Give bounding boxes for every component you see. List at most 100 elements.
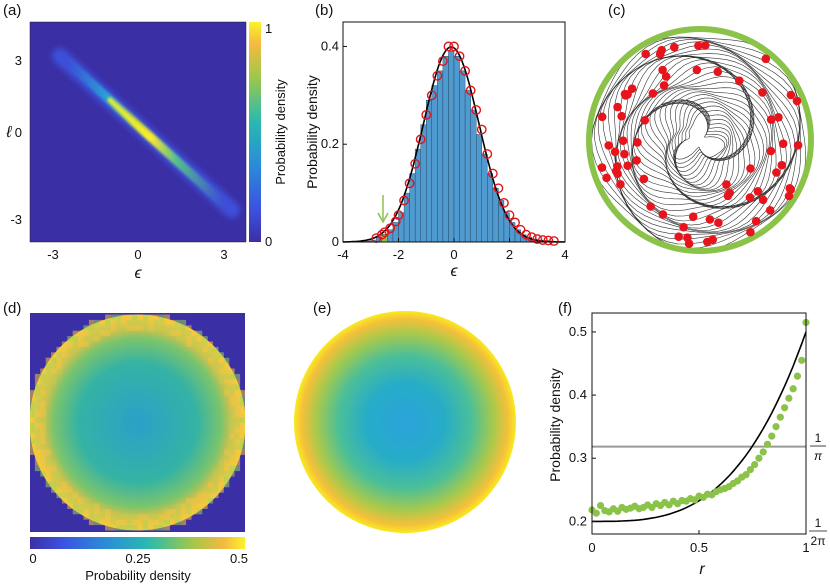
scatter-f-point xyxy=(759,448,767,456)
scatter-c-point xyxy=(688,212,698,221)
heatmap-d-pixel xyxy=(229,395,235,401)
heatmap-d-pixel xyxy=(234,411,241,418)
heatmap-d-pixel xyxy=(61,352,68,358)
heatmap-d-pixel xyxy=(34,411,41,418)
right-label-1-over-pi: 1 π xyxy=(810,431,826,463)
heatmap-d-pixel xyxy=(51,368,57,374)
heatmap-d-pixel xyxy=(72,330,79,337)
heatmap-d-pixel xyxy=(234,444,241,450)
heatmap-d-pixel xyxy=(40,406,46,412)
histogram-circle-point xyxy=(460,65,470,76)
heatmap-d-pixel xyxy=(88,503,95,509)
heatmap-d-pixel xyxy=(175,519,181,526)
heatmap-d-pixel xyxy=(51,460,57,466)
scatter-c-point xyxy=(623,161,632,170)
panel-d: (d) 0 0.25 0.5 Probability density xyxy=(3,300,248,583)
a-ytick-neg3: -3 xyxy=(10,212,22,227)
right-label-1-over-2pi: 1 2π xyxy=(809,516,827,548)
scatter-c-point xyxy=(778,139,788,148)
f-ytick-label: 0.4 xyxy=(569,387,587,402)
heatmap-d-pixel xyxy=(153,525,160,531)
contour-line xyxy=(614,55,792,229)
heatmap-d-pixel xyxy=(234,449,241,455)
heatmap-d-pixel xyxy=(88,519,95,526)
heatmap-d-pixel xyxy=(61,481,68,488)
heatmap-d-pixel xyxy=(240,411,245,418)
heatmap-d-pixel xyxy=(51,363,57,369)
heatmap-d-pixel xyxy=(34,395,41,401)
panel-f: (f) 0 0.5 1 0.2 0.3 0.4 0.5 Probability densit… xyxy=(547,300,827,578)
heatmap-d-pixel xyxy=(30,449,35,455)
heatmap-d-pixel xyxy=(30,390,35,396)
scatter-c-point xyxy=(674,232,683,241)
heatmap-d-pixel xyxy=(83,341,89,347)
heatmap-d-pixel xyxy=(30,438,35,445)
scatter-f-point xyxy=(592,509,600,517)
heatmap-d-pixel xyxy=(34,417,41,423)
heatmap-d-pixel xyxy=(61,346,68,353)
heatmap-d-pixel xyxy=(186,336,192,342)
heatmap-d-pixel xyxy=(126,514,133,520)
heatmap-d-pixel xyxy=(229,444,235,450)
heatmap-d-pixel xyxy=(229,465,235,472)
heatmap-d-pixel xyxy=(213,352,219,358)
scatter-c-point xyxy=(766,146,776,156)
scatter-f-point xyxy=(793,372,802,380)
heatmap-d-pixel xyxy=(34,373,41,380)
heatmap-d-pixel xyxy=(110,514,116,520)
f-ytick-label: 0.5 xyxy=(569,324,587,339)
heatmap-d-pixel xyxy=(223,379,230,385)
heatmap-d-pixel xyxy=(94,330,100,337)
scatter-c-point xyxy=(617,111,626,121)
heatmap-d-pixel xyxy=(45,363,52,369)
heatmap-d-pixel xyxy=(234,433,241,439)
histogram-circle-point xyxy=(510,217,520,228)
b-ytick-label: 0.4 xyxy=(321,38,339,53)
heatmap-d-pixel xyxy=(180,519,187,526)
heatmap-d-pixel xyxy=(115,514,122,520)
heatmap-d-pixel xyxy=(99,508,106,515)
heatmap-d-pixel xyxy=(67,341,73,347)
heatmap-d-pixel xyxy=(229,368,235,374)
histogram-circle-point xyxy=(410,158,421,169)
histogram-circle-point xyxy=(476,124,487,135)
heatmap-d-pixel xyxy=(34,460,41,466)
heatmap-d-pixel xyxy=(234,384,241,391)
heatmap-d-pixel xyxy=(223,390,230,396)
heatmap-d-pixel xyxy=(240,449,245,455)
histogram-circle-point xyxy=(443,41,454,52)
heatmap-d-pixel xyxy=(175,514,181,520)
heatmap-d-pixel xyxy=(175,336,181,342)
scatter-c-point xyxy=(772,168,781,177)
scatter-c-point xyxy=(758,88,767,97)
heatmap-d-pixel xyxy=(186,514,192,520)
scatter-c-point xyxy=(597,112,607,122)
a-xlabel: ϵ xyxy=(134,265,142,282)
heatmap-d-pixel xyxy=(180,336,187,342)
scatter-f-point xyxy=(785,394,793,402)
heatmap-d-pixel xyxy=(234,454,241,461)
histogram-circle-point xyxy=(532,234,543,244)
heatmap-d-pixel xyxy=(51,373,57,380)
scatter-c-point xyxy=(620,89,630,99)
heatmap-d-pixel xyxy=(240,438,245,445)
heatmap-d-pixel xyxy=(40,449,46,455)
scatter-c-point xyxy=(610,147,620,157)
heatmap-d-pixel xyxy=(40,400,46,407)
heatmap-d-pixel xyxy=(218,471,224,477)
heatmap-d-pixel xyxy=(223,460,230,466)
histogram-bars xyxy=(365,51,555,243)
heatmap-d-pixel xyxy=(34,384,41,391)
heatmap-d-pixel xyxy=(213,357,219,364)
f-ytick-label: 0.3 xyxy=(569,450,587,465)
heatmap-d-pixel xyxy=(34,379,41,385)
contour-line xyxy=(659,100,748,188)
scatter-c-point xyxy=(632,156,641,165)
b-xlabel: ϵ xyxy=(450,263,458,280)
scatter-c-point xyxy=(745,193,755,202)
heatmap-d-pixel xyxy=(105,519,111,526)
heatmap-d-pixel xyxy=(45,465,52,472)
heatmap-d-pixel xyxy=(94,514,100,520)
heatmap-d-pixel xyxy=(56,363,62,369)
scatter-c-point xyxy=(765,206,775,215)
